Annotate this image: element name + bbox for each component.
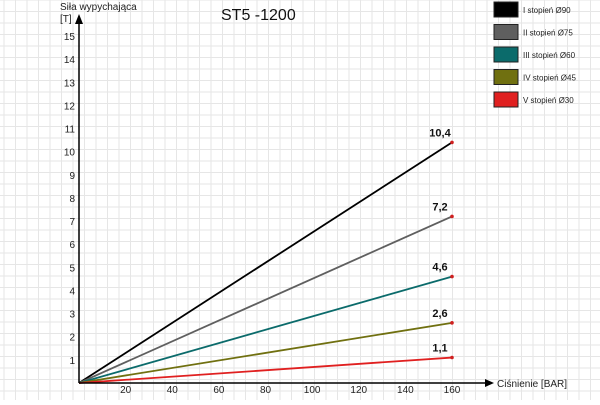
chart-title: ST5 -1200 [221,7,296,24]
series-lines [78,140,454,384]
axes [75,14,494,387]
series-line [78,215,453,384]
y-tick-label: 15 [64,32,76,43]
x-axis-arrow [485,379,494,387]
data-label: 4,6 [432,262,447,274]
legend-swatch [493,91,519,108]
series-end-marker [450,321,454,325]
y-tick-label: 7 [69,217,75,228]
y-tick-label: 3 [69,310,75,321]
series-end-marker [450,355,454,360]
y-tick-label: 14 [64,55,76,66]
legend-label: V stopień Ø30 [523,96,574,105]
series-line [78,356,453,384]
data-label: 2,6 [432,308,447,320]
series-line [78,275,453,384]
y-tick-label: 11 [65,125,76,136]
y-tick-label: 10 [64,148,76,159]
y-axis-label-line1: Siła wypychająca [60,2,137,13]
legend: I stopień Ø90 II stopień Ø75 III stopień Ø… [493,1,576,108]
series-line [78,141,453,384]
series-line [78,321,453,384]
legend-label: I stopień Ø90 [523,6,571,15]
data-label: 1,1 [432,343,447,355]
legend-label: II stopień Ø75 [523,29,573,38]
y-tick-label: 6 [69,240,75,251]
x-tick-label: 160 [444,385,461,396]
x-tick-label: 20 [120,385,132,396]
x-tick-label: 80 [260,385,272,396]
series-end-marker [450,140,454,145]
x-tick-label: 140 [397,385,414,396]
x-tick-label: 120 [350,385,367,396]
legend-swatch [493,1,519,18]
y-tick-label: 9 [69,171,75,182]
legend-swatch [493,69,519,85]
y-axis-label-line2: [T] [60,14,72,25]
y-tick-label: 12 [64,101,76,112]
y-tick-label: 4 [69,286,75,297]
legend-swatch [493,24,519,40]
y-axis-arrow [75,14,83,24]
legend-swatch [493,46,519,63]
y-tick-label: 5 [69,263,75,274]
y-tick-label: 2 [69,333,75,344]
data-label: 7,2 [432,201,447,213]
x-tick-label: 60 [213,385,225,396]
y-tick-label: 13 [64,78,76,89]
x-axis-label: Ciśnienie [BAR] [497,379,567,390]
y-tick-label: 1 [69,356,75,367]
x-tick-label: 40 [167,385,179,396]
data-labels: 10,4 7,2 4,6 2,6 1,1 [429,127,451,354]
x-tick-label: 100 [304,385,321,396]
data-label: 10,4 [429,127,451,139]
legend-label: IV stopień Ø45 [523,74,576,83]
series-end-marker [450,214,454,219]
y-tick-label: 8 [69,194,75,205]
series-end-marker [450,274,454,279]
legend-label: III stopień Ø60 [523,51,576,60]
